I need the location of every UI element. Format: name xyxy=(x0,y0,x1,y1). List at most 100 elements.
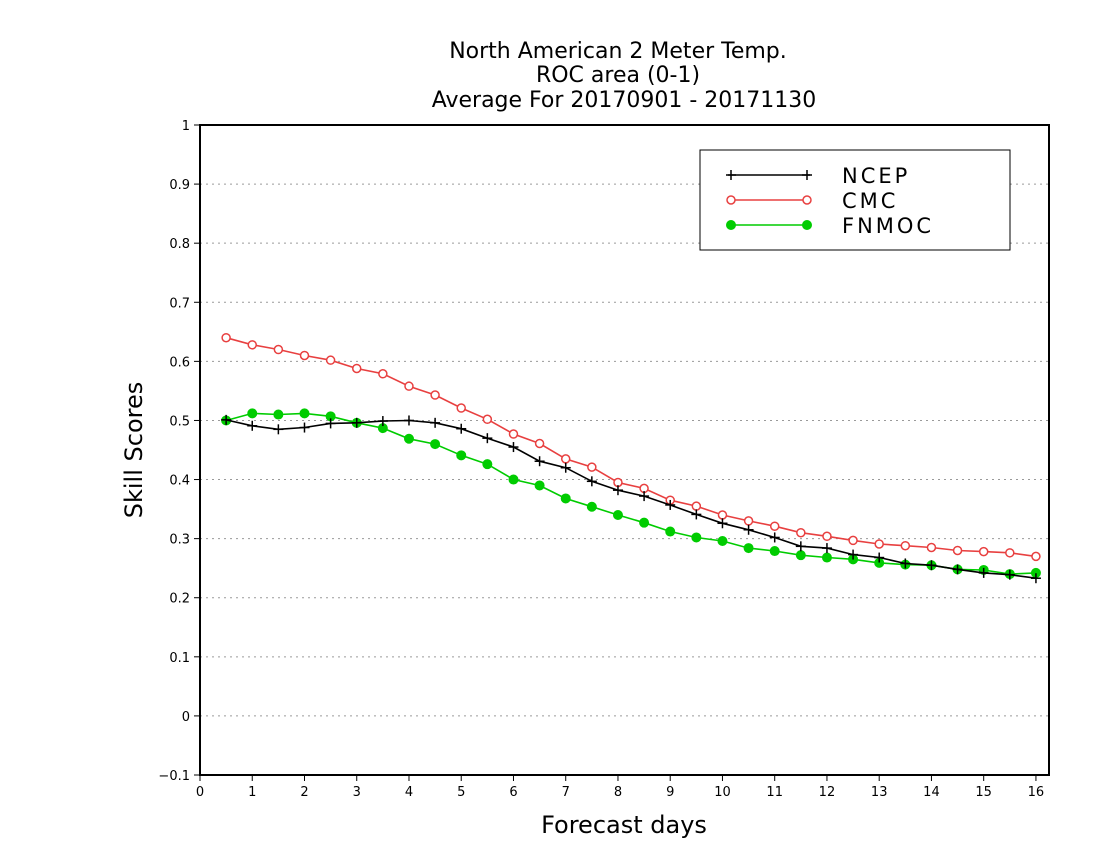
point-ncep xyxy=(665,499,676,510)
x-tick-label: 16 xyxy=(1028,785,1045,800)
x-tick-label: 14 xyxy=(923,785,940,800)
point-ncep xyxy=(900,558,911,569)
legend-marker-fnmoc-end xyxy=(802,220,812,230)
y-tick-label: 0.4 xyxy=(169,474,190,489)
y-tick-label: 0.3 xyxy=(169,533,190,548)
legend-label-ncep: NCEP xyxy=(842,164,910,188)
y-tick-label: 0.1 xyxy=(169,651,190,666)
point-cmc xyxy=(534,438,545,449)
point-fnmoc xyxy=(247,408,258,419)
point-cmc xyxy=(822,531,832,542)
point-ncep xyxy=(456,423,467,434)
point-cmc xyxy=(769,521,780,531)
point-cmc xyxy=(378,369,388,379)
series-line-ncep xyxy=(225,419,1037,579)
point-ncep xyxy=(639,491,650,502)
point-ncep xyxy=(926,560,937,571)
point-fnmoc xyxy=(508,474,519,485)
point-fnmoc xyxy=(612,510,623,520)
point-ncep xyxy=(403,415,414,426)
point-fnmoc xyxy=(743,543,754,554)
legend-marker-ncep-start xyxy=(726,170,736,180)
gridlines xyxy=(200,183,1049,717)
point-cmc xyxy=(926,542,937,553)
point-ncep xyxy=(1030,573,1041,584)
point-cmc xyxy=(587,462,597,472)
point-ncep xyxy=(848,549,859,560)
point-fnmoc xyxy=(403,433,414,444)
point-cmc xyxy=(351,363,362,374)
point-fnmoc xyxy=(456,450,467,461)
y-axis-title: Skill Scores xyxy=(120,382,148,519)
point-cmc xyxy=(325,355,336,365)
legend-label-fnmoc: FNMOC xyxy=(842,214,934,238)
point-ncep xyxy=(560,462,571,473)
x-tick-label: 15 xyxy=(975,785,992,800)
point-fnmoc xyxy=(821,552,832,563)
point-cmc xyxy=(743,516,754,526)
point-cmc xyxy=(1031,551,1041,562)
axes: −0.100.10.20.30.40.50.60.70.80.910 1 2 3 4 5 6… xyxy=(158,119,1050,800)
y-tick-label: −0.1 xyxy=(158,769,190,784)
point-ncep xyxy=(795,541,806,552)
legend-marker-ncep-end xyxy=(802,170,812,180)
chart-title: North American 2 Meter Temp. ROC area (0… xyxy=(432,39,817,113)
point-fnmoc xyxy=(299,408,310,419)
point-fnmoc xyxy=(482,459,493,470)
series-ncep xyxy=(221,414,1041,584)
legend-label-cmc: CMC xyxy=(842,189,898,213)
y-tick-label: 0.9 xyxy=(169,178,190,193)
point-fnmoc xyxy=(273,409,284,420)
x-tick-label: 7 xyxy=(562,785,570,800)
x-tick-label: 12 xyxy=(819,785,836,800)
point-cmc xyxy=(508,429,519,439)
legend-item-ncep: NCEP xyxy=(726,164,910,188)
point-ncep xyxy=(978,567,989,578)
point-cmc xyxy=(978,546,989,557)
y-tick-label: 0.2 xyxy=(169,592,190,607)
series-line-cmc xyxy=(225,336,1037,558)
point-fnmoc xyxy=(560,493,571,504)
point-ncep xyxy=(952,564,963,575)
point-ncep xyxy=(351,417,362,428)
legend-marker-cmc-start xyxy=(726,195,736,205)
point-cmc xyxy=(900,540,911,551)
point-ncep xyxy=(874,552,885,563)
point-cmc xyxy=(456,403,466,413)
point-fnmoc xyxy=(534,480,545,491)
point-cmc xyxy=(299,350,310,361)
point-ncep xyxy=(247,420,258,431)
title-line-1: North American 2 Meter Temp. xyxy=(449,39,787,64)
y-tick-label: 0 xyxy=(182,710,190,725)
point-ncep xyxy=(821,543,832,554)
x-tick-label: 8 xyxy=(614,785,622,800)
x-tick-label: 13 xyxy=(871,785,888,800)
x-tick-label: 2 xyxy=(300,785,308,800)
point-cmc xyxy=(874,539,884,549)
x-tick-label: 3 xyxy=(353,785,361,800)
point-fnmoc xyxy=(795,550,806,561)
point-ncep xyxy=(221,414,232,425)
point-ncep xyxy=(743,524,754,535)
point-cmc xyxy=(952,545,963,556)
point-ncep xyxy=(717,518,728,529)
point-cmc xyxy=(796,527,806,538)
x-tick-label: 4 xyxy=(405,785,413,800)
point-ncep xyxy=(1004,569,1015,580)
point-ncep xyxy=(430,417,441,428)
point-ncep xyxy=(273,424,284,435)
point-cmc xyxy=(404,381,414,391)
point-cmc xyxy=(273,344,284,355)
x-tick-label: 9 xyxy=(666,785,674,800)
title-line-3: Average For 20170901 - 20171130 xyxy=(432,88,817,113)
point-cmc xyxy=(848,535,858,546)
point-fnmoc xyxy=(665,526,676,537)
point-cmc xyxy=(482,414,493,425)
point-cmc xyxy=(1005,548,1015,558)
y-tick-label: 0.7 xyxy=(169,296,190,311)
y-tick-label: 1 xyxy=(182,119,190,134)
point-cmc xyxy=(691,501,702,511)
point-fnmoc xyxy=(717,536,728,546)
point-ncep xyxy=(482,433,493,444)
